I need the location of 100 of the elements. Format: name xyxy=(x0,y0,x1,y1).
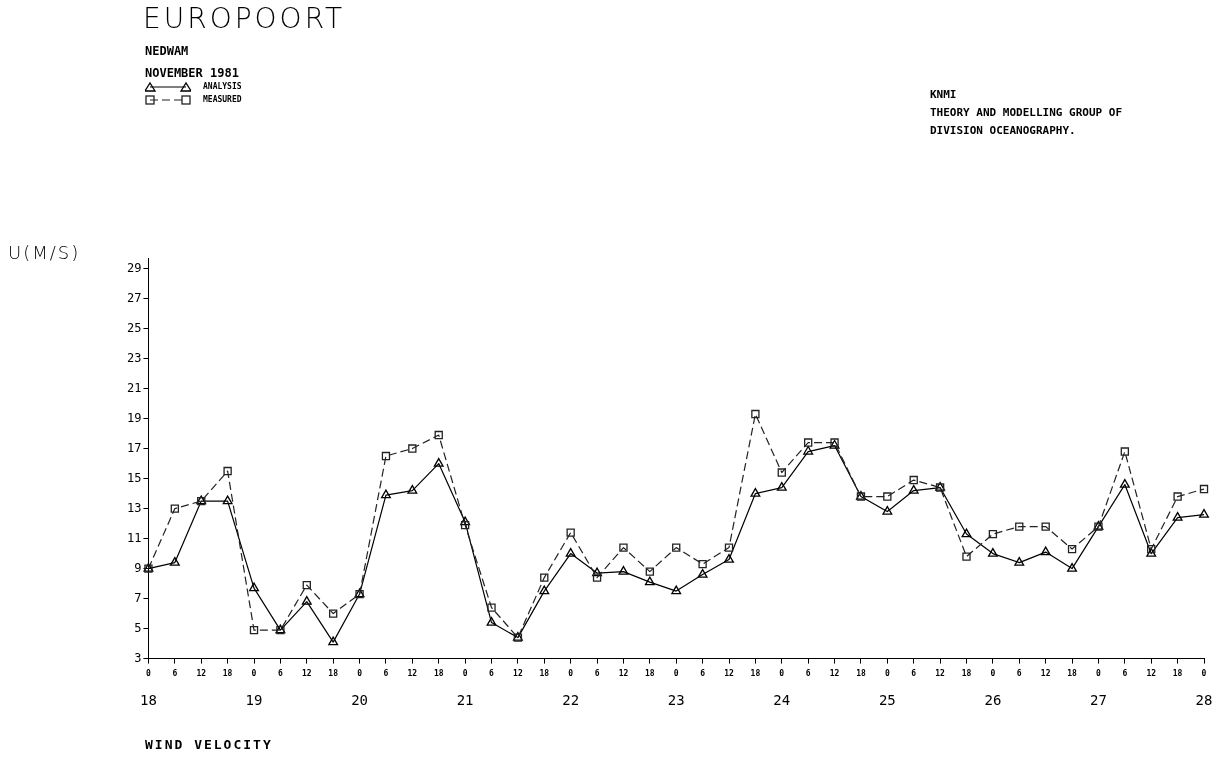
point xyxy=(1015,522,1024,531)
x2-tick-label: 25 xyxy=(878,692,896,709)
y-tick-label: 23 xyxy=(127,350,142,365)
y-tick-label: 19 xyxy=(127,410,142,425)
y-tick-label: 15 xyxy=(127,470,142,485)
point xyxy=(1067,544,1077,554)
x-tick-label: 18 xyxy=(433,669,444,679)
point xyxy=(961,528,972,538)
point xyxy=(460,520,470,530)
y-axis-title: U(M/S) xyxy=(8,242,81,263)
y-tick-label: 7 xyxy=(134,590,142,605)
x-tick-label: 18 xyxy=(539,669,550,679)
x-tick-label: 0 xyxy=(357,669,363,679)
x-tick-label: 0 xyxy=(673,669,679,679)
x-tick-label: 12 xyxy=(196,669,207,679)
x2-tick-label: 21 xyxy=(456,692,474,709)
point xyxy=(433,457,444,467)
point xyxy=(540,573,549,582)
point xyxy=(1199,484,1209,494)
y-tick-label: 11 xyxy=(127,530,142,545)
x-tick-label: 6 xyxy=(1016,669,1022,679)
x2-tick-label: 19 xyxy=(245,692,263,709)
x2-tick-label: 22 xyxy=(562,692,580,709)
point xyxy=(803,438,813,447)
x2-tick-label: 20 xyxy=(351,692,368,709)
point xyxy=(592,573,602,582)
text: NOVEMBER 1981 xyxy=(145,66,239,80)
point xyxy=(803,445,814,455)
point xyxy=(1040,546,1051,556)
text: WIND VELOCITY xyxy=(145,737,273,752)
point xyxy=(328,609,338,618)
x-tick-label: 12 xyxy=(935,669,946,679)
point xyxy=(776,481,787,491)
point xyxy=(987,547,998,557)
x2-tick-label: 18 xyxy=(140,692,157,709)
x-tick-label: 6 xyxy=(172,669,178,679)
point xyxy=(460,516,471,526)
x-tick-label: 12 xyxy=(724,669,734,679)
point xyxy=(909,475,918,485)
point xyxy=(539,585,550,595)
x-tick-label: 18 xyxy=(328,669,339,679)
point xyxy=(883,492,892,501)
point xyxy=(697,568,708,578)
point xyxy=(565,547,576,557)
x-tick-label: 12 xyxy=(1146,669,1157,679)
point xyxy=(672,543,681,552)
point xyxy=(222,495,233,505)
point xyxy=(1067,562,1078,572)
point xyxy=(302,580,311,590)
point xyxy=(408,444,417,453)
point xyxy=(407,484,418,494)
x-tick-label: 0 xyxy=(990,669,996,679)
x-tick-label: 18 xyxy=(750,669,761,679)
point xyxy=(619,543,628,552)
x-tick-label: 12 xyxy=(513,669,523,679)
point xyxy=(1041,522,1050,531)
point xyxy=(698,559,707,569)
point xyxy=(1199,508,1209,518)
point xyxy=(1173,492,1182,501)
x-tick-label: 12 xyxy=(618,669,629,679)
x-tick-label: 6 xyxy=(805,669,811,679)
x-tick-label: 6 xyxy=(1122,669,1128,679)
point xyxy=(592,567,603,577)
x-tick-label: 18 xyxy=(856,669,866,679)
point xyxy=(434,430,443,440)
point xyxy=(381,451,391,461)
point xyxy=(644,576,655,586)
x2-tick-label: 24 xyxy=(773,692,791,709)
point xyxy=(1119,478,1130,488)
text: THEORY AND MODELLING GROUP OF xyxy=(930,106,1123,119)
legend-label: MEASURED xyxy=(203,95,242,104)
point xyxy=(1014,556,1025,566)
x-tick-label: 0 xyxy=(1201,669,1207,679)
point xyxy=(882,505,893,515)
x2-tick-label: 28 xyxy=(1195,692,1213,709)
x-tick-label: 6 xyxy=(489,669,495,679)
point xyxy=(645,567,655,576)
point xyxy=(962,552,971,561)
x-tick-label: 0 xyxy=(462,669,468,679)
x2-tick-label: 26 xyxy=(984,692,1002,709)
x-tick-label: 18 xyxy=(222,669,233,679)
x-tick-label: 0 xyxy=(1096,669,1102,679)
x-tick-label: 12 xyxy=(301,669,312,679)
x2-tick-label: 27 xyxy=(1090,692,1107,709)
y-tick-label: 21 xyxy=(127,380,142,395)
point xyxy=(170,504,180,513)
point xyxy=(724,543,734,552)
text: DIVISION OCEANOGRAPHY. xyxy=(930,124,1076,137)
point xyxy=(223,466,232,476)
chart-title: EUROPOORT xyxy=(143,2,346,35)
x-tick-label: 0 xyxy=(146,669,152,679)
point xyxy=(724,553,734,563)
x-tick-label: 12 xyxy=(407,669,418,679)
x-tick-label: 0 xyxy=(884,669,890,679)
y-tick-label: 25 xyxy=(127,320,142,335)
x-tick-label: 0 xyxy=(251,669,257,679)
x-tick-label: 18 xyxy=(961,669,972,679)
x-tick-label: 18 xyxy=(1172,669,1183,679)
point xyxy=(908,484,919,494)
x2-tick-label: 23 xyxy=(667,692,685,709)
